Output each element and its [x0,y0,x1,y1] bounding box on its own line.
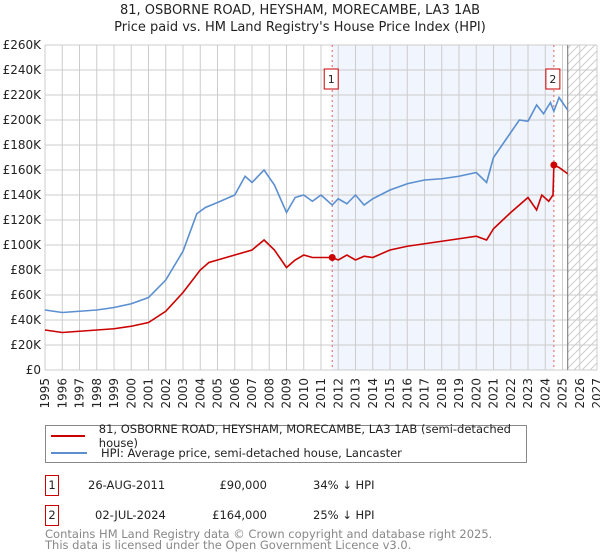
x-tick-label: 2004 [193,378,207,409]
x-tick-label: 2019 [452,378,466,409]
y-tick-label: £60K [10,288,42,302]
x-tick-label: 2003 [176,378,190,409]
x-tick-label: 2014 [366,378,380,409]
y-tick-label: £140K [3,188,43,202]
x-tick-label: 2006 [228,378,242,409]
x-tick-label: 2021 [487,378,501,409]
transaction-badge: 1 [45,475,59,496]
transaction-badge: 2 [45,505,59,526]
x-tick-label: 2023 [521,378,535,409]
x-tick-label: 1995 [38,378,52,409]
x-tick-label: 2007 [245,378,259,409]
x-tick-label: 1996 [55,378,69,409]
y-tick-label: £220K [3,88,43,102]
x-tick-label: 2015 [383,378,397,409]
x-tick-label: 2025 [556,378,570,409]
legend-item-property: 81, OSBORNE ROAD, HEYSHAM, MORECAMBE, LA… [46,422,526,450]
x-tick-label: 2017 [418,378,432,409]
x-tick-label: 2005 [211,378,225,409]
x-tick-label: 2011 [314,378,328,409]
x-tick-label: 2024 [538,378,552,409]
transaction-price: £164,000 [212,508,267,522]
x-tick-label: 2002 [159,378,173,409]
footer-line-1: Contains HM Land Registry data © Crown c… [45,527,493,541]
y-tick-label: £260K [3,38,43,52]
x-tick-label: 1999 [107,378,121,409]
blue-line-swatch [51,452,87,454]
x-tick-label: 2020 [469,378,483,409]
y-tick-label: £0 [26,363,41,377]
legend: 81, OSBORNE ROAD, HEYSHAM, MORECAMBE, LA… [45,422,527,463]
transaction-hpi: 25% ↓ HPI [313,508,375,522]
x-tick-label: 2016 [400,378,414,409]
x-tick-label: 1998 [90,378,104,409]
series-line [44,163,569,334]
x-tick-label: 2008 [262,378,276,409]
x-tick-label: 2009 [280,378,294,409]
x-tick-label: 1997 [73,378,87,409]
x-tick-label: 2012 [331,378,345,409]
price-chart: £0 £20K £40K £60K £80K £100K £120K £140K £160K £1… [3,38,600,409]
y-tick-label: £240K [3,63,43,77]
y-tick-label: £20K [10,338,42,352]
transaction-row: 1 26-AUG-2011 £90,000 34% ↓ HPI [45,475,445,497]
red-line-swatch [51,435,85,437]
y-tick-label: £100K [3,238,43,252]
sale-badge-label: 1 [328,73,335,86]
y-tick-label: £120K [3,213,43,227]
x-tick-label: 2018 [435,378,449,409]
future-hatch [567,45,597,370]
sale-point [550,161,558,169]
x-tick-label: 2010 [297,378,311,409]
transaction-date: 26-AUG-2011 [88,478,166,492]
y-tick-label: £40K [10,313,42,327]
y-tick-label: £80K [10,263,42,277]
sale-badge [545,68,561,90]
x-tick-label: 2027 [590,378,600,409]
x-tick-label: 2022 [504,378,518,409]
x-tick-label: 2001 [142,378,156,409]
y-tick-label: £200K [3,113,43,127]
y-tick-label: £160K [3,163,43,177]
x-tick-label: 2000 [124,378,138,409]
series-line [44,95,569,314]
x-tick-label: 2013 [349,378,363,409]
footer: Contains HM Land Registry data © Crown c… [45,527,493,552]
x-tick-label: 2026 [573,378,587,409]
chart-title: 81, OSBORNE ROAD, HEYSHAM, MORECAMBE, LA… [119,3,481,18]
chart-subtitle: Price paid vs. HM Land Registry's House … [114,20,486,35]
ownership-shade [332,45,554,370]
transaction-row: 2 02-JUL-2024 £164,000 25% ↓ HPI [45,505,445,527]
y-tick-label: £180K [3,138,43,152]
legend-item-hpi: HPI: Average price, semi-detached house,… [46,445,402,461]
sale-badge [323,68,339,90]
sale-point [328,254,336,261]
sale-badge-label: 2 [549,73,556,86]
legend-label-property: 81, OSBORNE ROAD, HEYSHAM, MORECAMBE, LA… [98,422,511,450]
transaction-price: £90,000 [219,478,267,492]
legend-label-hpi: HPI: Average price, semi-detached house,… [101,446,402,460]
footer-line-2: This data is licensed under the Open Gov… [45,538,412,552]
transaction-hpi: 34% ↓ HPI [313,478,375,492]
transaction-date: 02-JUL-2024 [95,508,166,522]
